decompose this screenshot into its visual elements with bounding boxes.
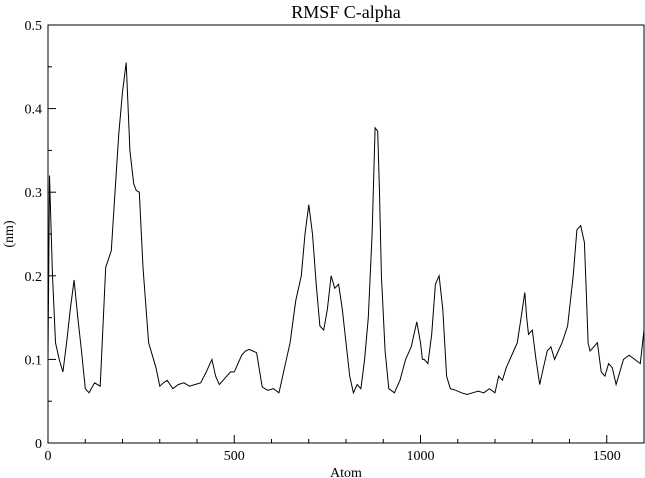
rmsf-series-line	[47, 62, 645, 396]
x-axis-label: Atom	[330, 466, 362, 478]
y-tick-label: 0.5	[25, 19, 43, 34]
x-tick-label: 0	[45, 449, 52, 464]
y-tick-label: 0.4	[25, 103, 43, 118]
plot-frame	[47, 24, 645, 444]
x-tick-label: 500	[224, 449, 245, 464]
chart-title: RMSF C-alpha	[291, 2, 401, 22]
y-tick-label: 0.3	[25, 186, 43, 201]
axis-ticks: 0 500 1000 1500 0 0.1 0.2 0.3 0.4 0.5	[25, 19, 621, 464]
y-tick-label: 0	[35, 437, 42, 452]
data-series	[47, 62, 645, 396]
y-tick-label: 0.2	[25, 270, 43, 285]
y-tick-label: 0.1	[25, 353, 43, 368]
y-axis-label: (nm)	[2, 220, 17, 248]
x-tick-label: 1500	[593, 449, 621, 464]
x-tick-label: 1000	[407, 449, 435, 464]
